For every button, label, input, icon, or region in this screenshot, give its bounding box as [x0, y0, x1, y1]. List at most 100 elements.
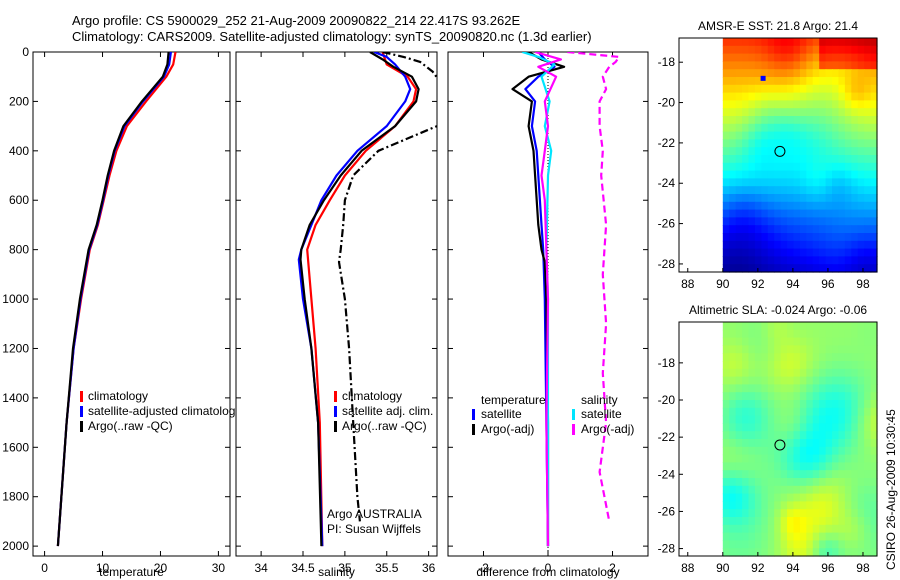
map-x-tick-label: 88	[681, 561, 695, 575]
map-cell	[748, 415, 756, 424]
map-cell	[799, 431, 807, 440]
map-cell	[857, 69, 865, 78]
map-cell	[729, 225, 737, 234]
map-cell	[780, 155, 788, 164]
map-cell	[844, 92, 852, 101]
map-cell	[832, 532, 840, 541]
map-cell	[825, 532, 833, 541]
y-tick-label: 800	[9, 243, 29, 257]
map-cell	[825, 345, 833, 354]
map-cell	[761, 256, 769, 265]
map-cell	[793, 116, 801, 125]
map-cell	[864, 470, 872, 479]
map-cell	[754, 485, 762, 495]
map-y-tick-label: -20	[658, 96, 676, 110]
map-cell	[729, 77, 737, 86]
map-cell	[754, 53, 762, 62]
map-cell	[851, 69, 859, 78]
map-cell	[812, 92, 820, 101]
map-cell	[806, 524, 814, 534]
map-cell	[780, 45, 788, 55]
map-cell	[793, 454, 801, 463]
map-cell	[787, 322, 795, 331]
map-cell	[812, 353, 820, 362]
map-cell	[864, 77, 872, 86]
map-cell	[806, 423, 814, 432]
map-cell	[851, 225, 859, 234]
map-cell	[825, 123, 833, 133]
map-cell	[806, 69, 814, 78]
map-cell	[857, 392, 865, 401]
map-cell	[838, 517, 846, 526]
map-cell	[851, 423, 859, 432]
map-cell	[838, 240, 846, 250]
x-axis-label: difference from climatology	[476, 565, 619, 579]
map-cell	[761, 264, 769, 273]
map-cell	[774, 248, 782, 257]
map-cell	[832, 540, 840, 549]
map-cell	[793, 322, 801, 331]
map-cell	[870, 446, 878, 456]
map-cell	[864, 69, 872, 78]
map-cell	[787, 384, 795, 393]
map-cell	[819, 431, 827, 440]
map-cell	[742, 548, 750, 557]
map-cell	[735, 201, 743, 211]
map-cell	[787, 446, 795, 456]
map-cell	[844, 376, 852, 385]
map-cell	[787, 77, 795, 86]
map-cell	[819, 248, 827, 257]
map-cell	[812, 77, 820, 86]
map-cell	[722, 361, 730, 370]
map-cell	[742, 478, 750, 487]
map-cell	[761, 61, 769, 70]
map-cell	[806, 194, 814, 203]
map-cell	[722, 178, 730, 187]
map-cell	[851, 376, 859, 385]
map-cell	[812, 139, 820, 148]
map-cell	[748, 392, 756, 401]
map-cell	[742, 155, 750, 164]
map-cell	[857, 446, 865, 456]
map-cell	[799, 478, 807, 487]
map-cell	[870, 384, 878, 393]
map-cell	[748, 77, 756, 86]
map-cell	[838, 454, 846, 463]
map-cell	[864, 337, 872, 346]
map-cell	[780, 517, 788, 526]
map-cell	[774, 45, 782, 55]
map-cell	[806, 431, 814, 440]
map-cell	[851, 77, 859, 86]
map-cell	[729, 353, 737, 362]
map-cell	[735, 532, 743, 541]
map-cell	[735, 100, 743, 109]
map-cell	[767, 345, 775, 354]
map-cell	[870, 540, 878, 549]
map-cell	[844, 485, 852, 495]
map-cell	[825, 392, 833, 401]
map-cell	[787, 470, 795, 479]
map-cell	[832, 201, 840, 211]
map-cell	[799, 139, 807, 148]
map-cell	[864, 509, 872, 518]
x-tick-label: 0	[545, 561, 552, 575]
map-heatmap	[722, 38, 878, 273]
map-cell	[864, 485, 872, 495]
map-cell	[857, 233, 865, 242]
map-cell	[864, 209, 872, 218]
map-cell	[819, 524, 827, 534]
profile-location-marker	[774, 145, 786, 157]
map-cell	[729, 100, 737, 109]
map-cell	[722, 264, 730, 273]
map-cell	[838, 532, 846, 541]
map-cell	[838, 139, 846, 148]
map-cell	[767, 225, 775, 234]
map-cell	[825, 225, 833, 234]
map-cell	[838, 170, 846, 179]
map-cell	[812, 501, 820, 510]
map-cell	[722, 329, 730, 339]
map-cell	[838, 493, 846, 502]
map-cell	[735, 485, 743, 495]
map-cell	[825, 368, 833, 378]
